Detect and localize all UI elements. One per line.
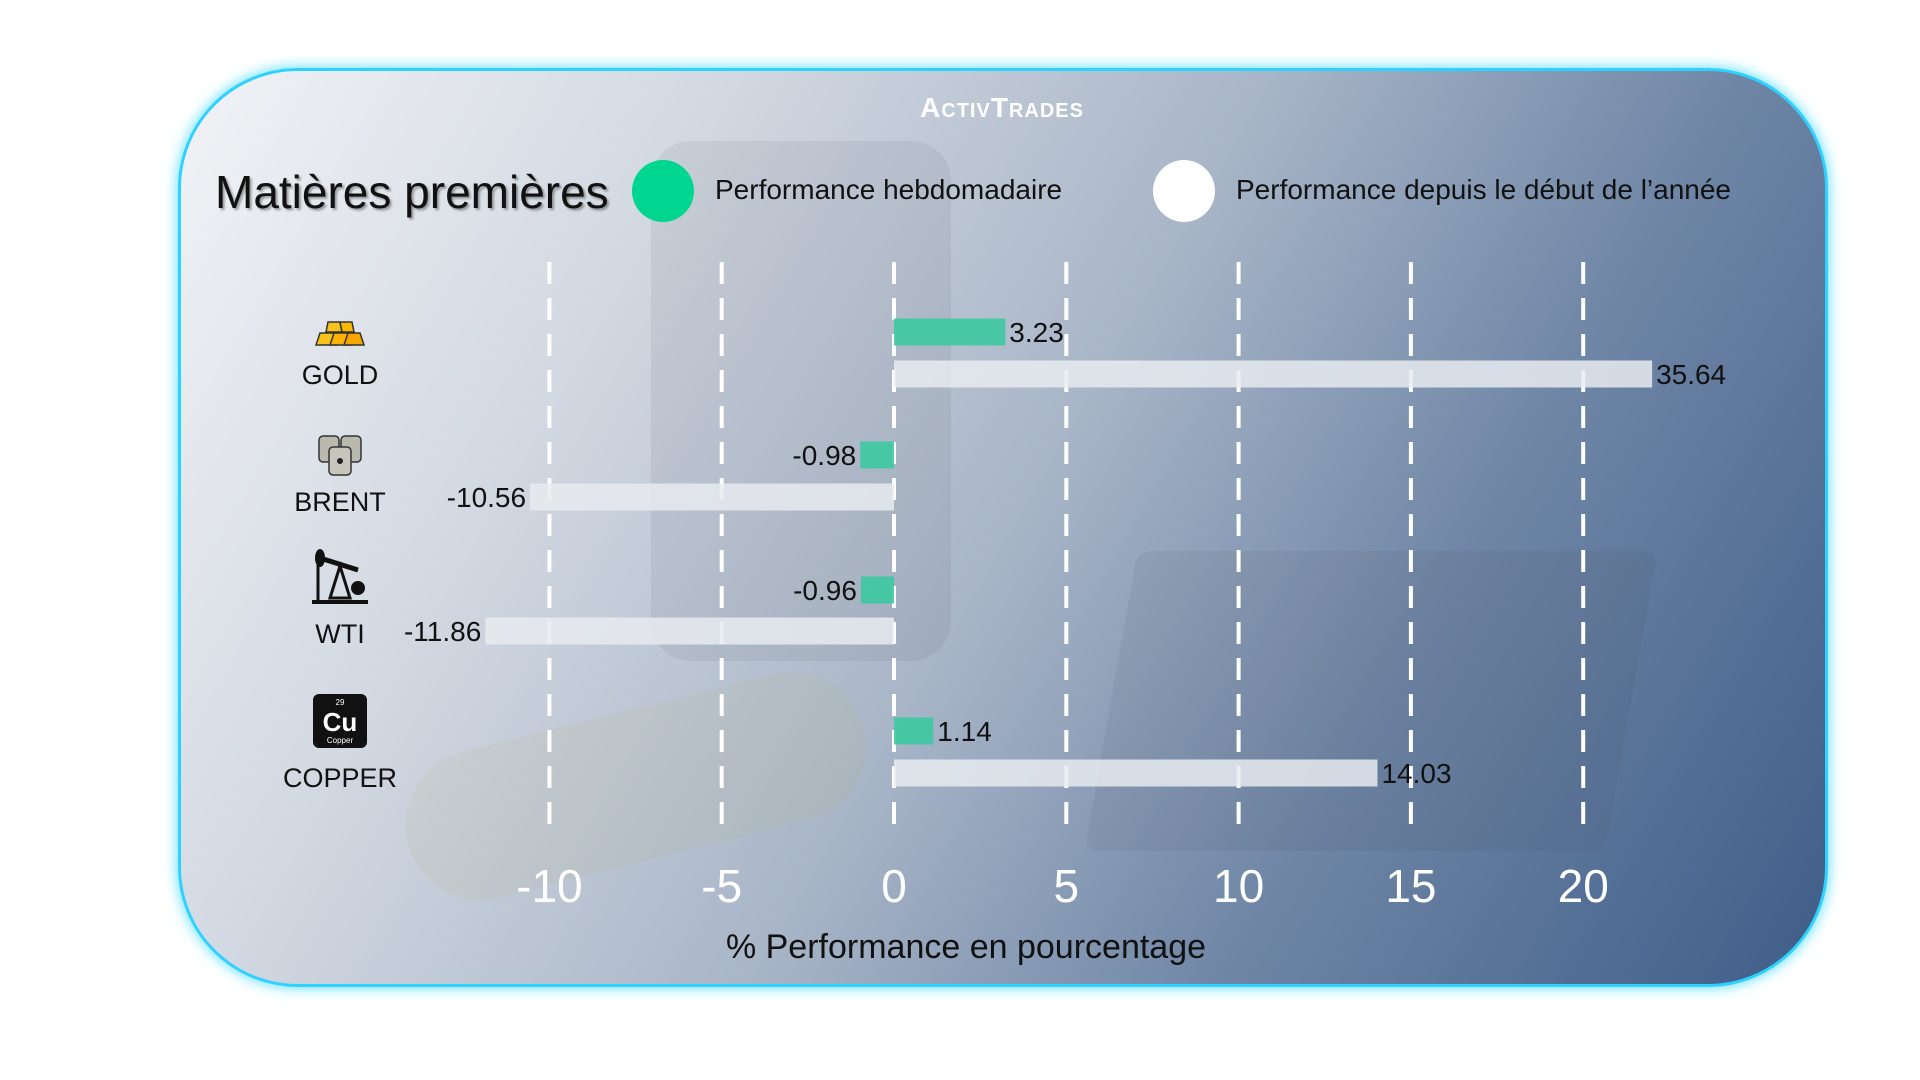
svg-text:29: 29 bbox=[336, 698, 345, 707]
chart-title: Matières premières bbox=[215, 166, 609, 218]
data-label: 35.64 bbox=[1656, 359, 1726, 390]
data-label: -11.86 bbox=[404, 616, 481, 647]
legend-ytd-marker bbox=[1153, 160, 1215, 222]
row-label-brent: BRENT bbox=[294, 487, 386, 517]
weekly-bar bbox=[860, 576, 894, 604]
chart-card bbox=[178, 68, 1828, 987]
activtrades-logo: ActivTrades bbox=[920, 92, 1084, 123]
oil-pump-jack-icon bbox=[310, 548, 370, 611]
x-tick-label: 10 bbox=[1213, 860, 1264, 912]
background-oil-barrel bbox=[651, 141, 951, 661]
x-tick-label: 15 bbox=[1385, 860, 1436, 912]
data-label: 1.14 bbox=[937, 716, 992, 747]
x-tick-label: 0 bbox=[881, 860, 907, 912]
data-label: 14.03 bbox=[1381, 758, 1451, 789]
ytd-bar bbox=[894, 759, 1378, 787]
weekly-bar bbox=[860, 441, 894, 469]
x-axis-label: % Performance en pourcentage bbox=[726, 928, 1206, 966]
data-label: -10.56 bbox=[447, 482, 526, 513]
weekly-bar bbox=[894, 717, 934, 745]
svg-text:Cu: Cu bbox=[323, 707, 358, 737]
x-tick-label: 5 bbox=[1054, 860, 1080, 912]
ytd-bar bbox=[485, 617, 894, 645]
x-tick-label: -10 bbox=[516, 860, 582, 912]
legend-weekly-label: Performance hebdomadaire bbox=[715, 174, 1063, 205]
row-label-gold: GOLD bbox=[301, 360, 379, 390]
copper-element-icon: 29 Cu Copper bbox=[312, 693, 368, 754]
x-tick-label: -5 bbox=[701, 860, 742, 912]
row-label-copper: COPPER bbox=[282, 763, 398, 793]
svg-text:Copper: Copper bbox=[327, 736, 354, 745]
data-label: -0.96 bbox=[793, 575, 857, 606]
legend-weekly-marker bbox=[632, 160, 694, 222]
data-label: 3.23 bbox=[1009, 317, 1064, 348]
x-tick-label: 20 bbox=[1558, 860, 1609, 912]
ytd-bar bbox=[894, 360, 1653, 388]
weekly-bar bbox=[894, 318, 1006, 346]
oil-barrels-icon bbox=[315, 433, 365, 482]
legend-ytd-label: Performance depuis le début de l’année bbox=[1236, 174, 1732, 205]
data-label: -0.98 bbox=[792, 440, 856, 471]
ytd-bar bbox=[530, 483, 894, 511]
gold-bars-icon bbox=[314, 320, 366, 353]
row-label-wti: WTI bbox=[315, 619, 365, 649]
